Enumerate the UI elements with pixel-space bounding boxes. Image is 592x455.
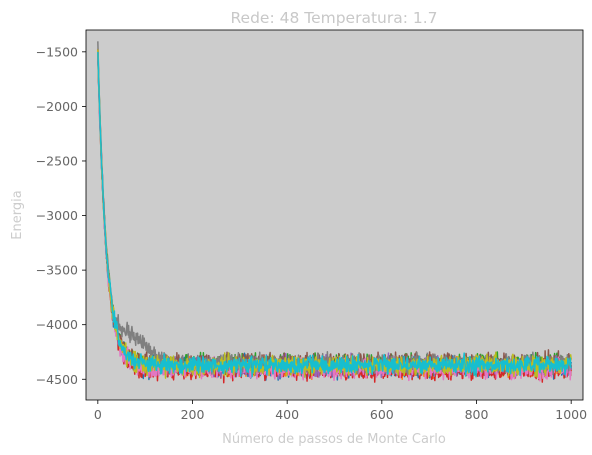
- y-tick-label: −2500: [36, 153, 78, 168]
- y-tick-label: −4500: [36, 372, 78, 387]
- x-tick-label: 800: [465, 407, 489, 422]
- y-tick-label: −3000: [36, 208, 78, 223]
- y-tick-label: −4000: [36, 317, 78, 332]
- series-layer: [97, 41, 572, 384]
- x-axis-label: Número de passos de Monte Carlo: [222, 432, 446, 447]
- x-tick-label: 200: [181, 407, 205, 422]
- y-axis-label: Energia: [10, 190, 25, 239]
- plot-area: [86, 30, 583, 400]
- plot-frame: [85, 29, 584, 401]
- x-tick-label: 1000: [555, 407, 587, 422]
- chart-title: Rede: 48 Temperatura: 1.7: [230, 9, 437, 27]
- series-line-10: [97, 52, 572, 378]
- y-tick-label: −3500: [36, 263, 78, 278]
- x-tick-label: 400: [275, 407, 299, 422]
- y-tick-label: −1500: [36, 44, 78, 59]
- x-tick-label: 600: [370, 407, 394, 422]
- y-tick-label: −2000: [36, 99, 78, 114]
- axes: 0 200 400 600 800 1000 −1500 −2000 −2500 −3000 −35…: [36, 29, 587, 422]
- x-tick-label: 0: [94, 407, 102, 422]
